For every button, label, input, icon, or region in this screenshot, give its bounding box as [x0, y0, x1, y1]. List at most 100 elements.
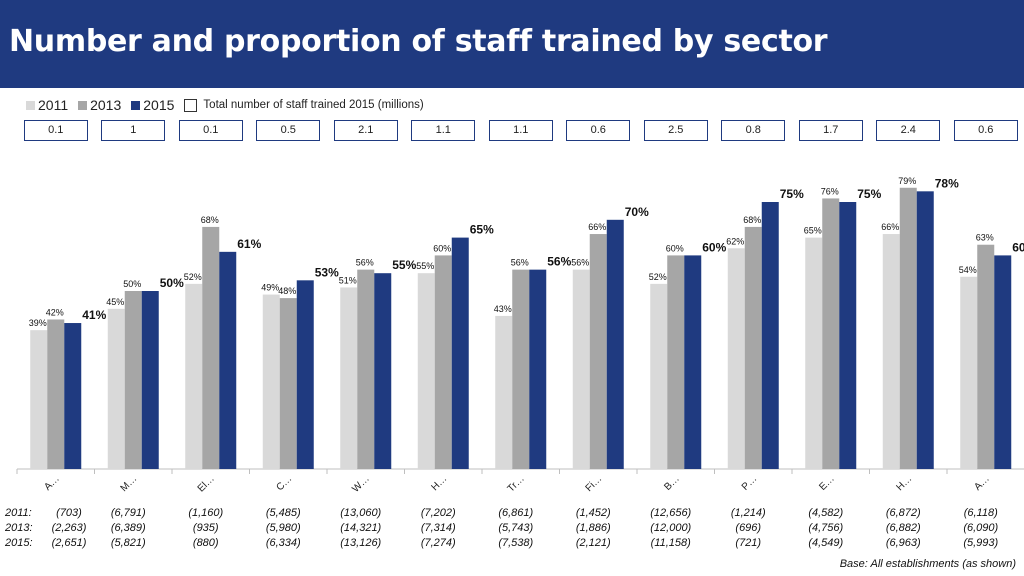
bar-2015	[916, 191, 934, 469]
data-label-2013: 60%	[666, 243, 684, 253]
base-value: (4,549)	[808, 537, 844, 549]
bar-2013	[667, 255, 685, 469]
base-value: (6,389)	[110, 522, 146, 534]
legend-label-2013: 2013	[90, 97, 122, 113]
base-value: (7,538)	[498, 537, 534, 549]
totals-row: 0.1 1 0.1 0.5 2.1 1.1 1.1 0.6 2.5 0.8 1.7 2.4 0.6	[0, 120, 1024, 141]
category-label: Tr…	[506, 473, 527, 494]
bar-2015	[606, 219, 624, 469]
base-value: (4,756)	[808, 522, 844, 534]
total-staff-box: 1	[101, 120, 166, 141]
bar-2015	[684, 255, 702, 469]
legend-label-totals: Total number of staff trained 2015 (mill…	[203, 99, 424, 111]
legend-swatch-2013	[78, 100, 88, 110]
data-label-2011: 52%	[649, 272, 667, 282]
data-label-2013: 60%	[433, 243, 451, 253]
category-label: El…	[196, 473, 217, 494]
data-label-2015: 41%	[82, 308, 106, 322]
bar-2011	[262, 294, 280, 469]
base-value: (6,791)	[110, 507, 146, 519]
legend-swatch-2011	[26, 100, 35, 110]
data-label-2015: 75%	[780, 187, 804, 201]
data-label-2015: 60%	[702, 240, 726, 254]
data-label-2013: 68%	[201, 215, 219, 225]
base-value: (703)	[56, 507, 82, 519]
bar-2011	[495, 315, 513, 469]
base-value: (1,214)	[730, 507, 766, 519]
data-label-2013: 68%	[743, 215, 761, 225]
category-label: M…	[119, 473, 140, 494]
base-value: (6,963)	[885, 537, 921, 549]
total-staff-box: 0.6	[953, 120, 1018, 141]
bar-2015	[296, 280, 314, 469]
data-label-2013: 56%	[356, 258, 374, 268]
bar-2011	[727, 248, 745, 469]
base-value: (4,582)	[808, 507, 844, 519]
bar-2011	[805, 237, 823, 469]
total-staff-box: 1.7	[798, 120, 863, 141]
base-value: (6,090)	[963, 522, 999, 534]
total-staff-box: 0.1	[178, 120, 243, 141]
data-label-2011: 65%	[804, 226, 822, 236]
base-value: (6,334)	[265, 537, 301, 549]
data-label-2015: 61%	[237, 237, 261, 251]
bar-2013	[744, 226, 762, 469]
bar-2013	[512, 269, 530, 469]
legend-item-2015: 2015	[131, 97, 174, 113]
bar-2013	[279, 298, 297, 469]
data-label-2013: 79%	[898, 176, 916, 186]
data-label-2011: 55%	[416, 261, 434, 271]
base-value: (5,980)	[265, 522, 301, 534]
category-label: W…	[350, 473, 372, 495]
bar-2015	[529, 269, 547, 469]
data-label-2011: 45%	[106, 297, 124, 307]
base-row-label: 2015:	[5, 537, 33, 549]
category-label: E…	[817, 473, 837, 493]
base-value: (13,060)	[340, 507, 382, 519]
total-staff-box: 2.4	[876, 120, 941, 141]
data-label-2011: 54%	[959, 265, 977, 275]
legend-item-2011: 2011	[26, 97, 68, 113]
category-label: A…	[972, 473, 992, 493]
total-staff-box: 2.5	[643, 120, 708, 141]
base-value: (7,274)	[420, 537, 456, 549]
data-label-2015: 70%	[625, 205, 649, 219]
base-value: (5,743)	[498, 522, 534, 534]
data-label-2015: 75%	[857, 187, 881, 201]
base-value: (6,861)	[498, 507, 534, 519]
bar-2015	[761, 202, 779, 469]
legend-item-2013: 2013	[78, 97, 121, 113]
base-value: (6,872)	[885, 507, 921, 519]
bar-2011	[960, 276, 978, 469]
base-value: (880)	[192, 537, 219, 549]
base-value: (1,452)	[575, 507, 611, 519]
category-label: Fi…	[584, 473, 605, 494]
base-value: (5,821)	[110, 537, 146, 549]
base-value: (12,656)	[650, 507, 692, 519]
bar-2011	[340, 287, 358, 469]
base-value: (2,651)	[51, 537, 87, 549]
base-value: (2,263)	[51, 522, 87, 534]
legend-item-totals: Total number of staff trained 2015 (mill…	[184, 98, 424, 112]
bar-2011	[882, 234, 900, 469]
data-label-2013: 50%	[123, 279, 141, 289]
base-value: (7,202)	[420, 507, 456, 519]
base-value: (1,886)	[575, 522, 611, 534]
data-label-2013: 48%	[278, 286, 296, 296]
data-label-2015: 53%	[315, 265, 339, 279]
data-label-2013: 76%	[821, 186, 839, 196]
bar-2015	[451, 237, 469, 469]
bar-2013	[357, 269, 375, 469]
data-label-2011: 52%	[184, 272, 202, 282]
category-label: H…	[429, 473, 449, 493]
base-row-label: 2011:	[5, 507, 32, 519]
bar-2015	[219, 251, 237, 469]
base-value: (11,158)	[650, 537, 691, 549]
bar-2011	[572, 269, 590, 469]
bar-2013	[434, 255, 452, 469]
category-label: B…	[662, 473, 682, 493]
bar-2013	[202, 226, 220, 469]
bar-2011	[650, 283, 668, 469]
total-staff-box: 0.8	[721, 120, 786, 141]
base-value: (696)	[735, 522, 762, 534]
